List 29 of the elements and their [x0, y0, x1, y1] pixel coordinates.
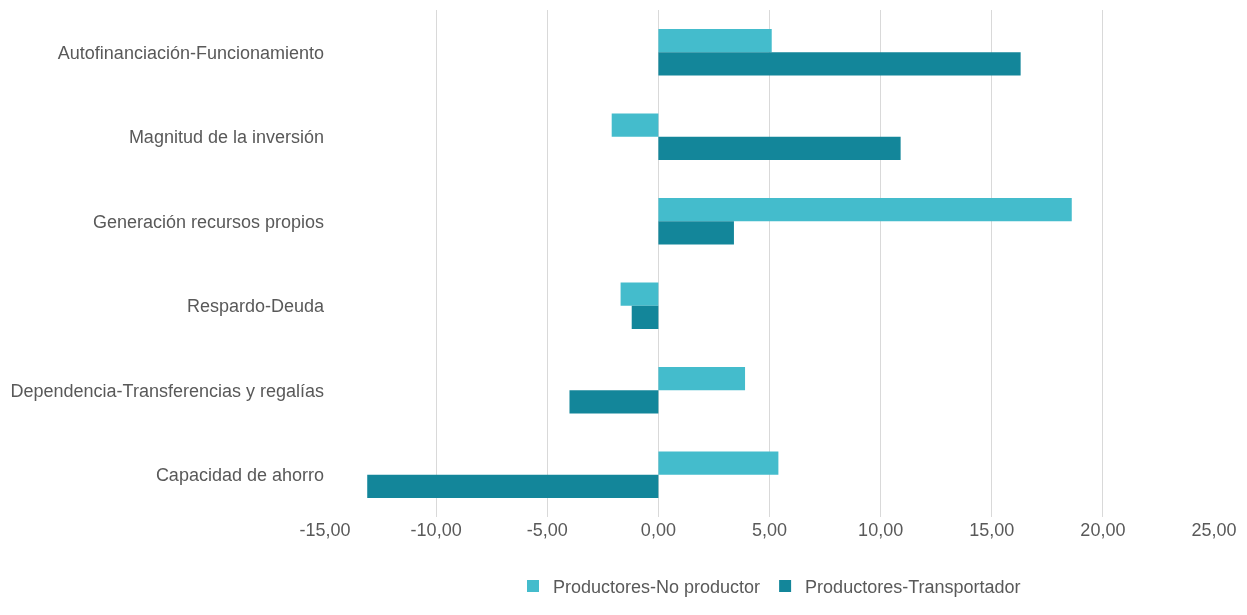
bar: [658, 136, 901, 160]
x-tick-label: 0,00: [640, 520, 676, 540]
x-tick-label: -10,00: [410, 520, 462, 540]
bar: [658, 367, 746, 391]
y-tick-label: Dependencia-Transferencias y regalías: [10, 380, 324, 401]
y-tick-label: Generación recursos propios: [92, 211, 324, 232]
y-tick-label: Respardo-Deuda: [186, 296, 325, 317]
y-tick-label: Capacidad de ahorro: [155, 465, 324, 486]
x-tick-label: 25,00: [1191, 520, 1237, 540]
bar: [620, 282, 659, 306]
bar: [658, 52, 1021, 76]
bar: [658, 221, 734, 245]
bar: [367, 474, 659, 498]
x-tick-label: 15,00: [969, 520, 1015, 540]
bar: [658, 198, 1072, 222]
x-tick-label: -15,00: [299, 520, 351, 540]
x-tick-label: -5,00: [526, 520, 568, 540]
bar: [631, 305, 659, 329]
y-tick-label: Magnitud de la inversión: [128, 127, 324, 148]
legend-label: Productores-Transportador: [805, 576, 1021, 597]
bar: [611, 113, 659, 137]
y-tick-label: Autofinanciación-Funcionamiento: [57, 42, 324, 63]
bar: [658, 451, 779, 475]
legend-label: Productores-No productor: [553, 576, 761, 597]
bar: [569, 390, 659, 414]
x-tick-label: 10,00: [858, 520, 904, 540]
x-tick-label: 20,00: [1080, 520, 1126, 540]
x-tick-label: 5,00: [751, 520, 788, 540]
bar: [658, 29, 772, 53]
